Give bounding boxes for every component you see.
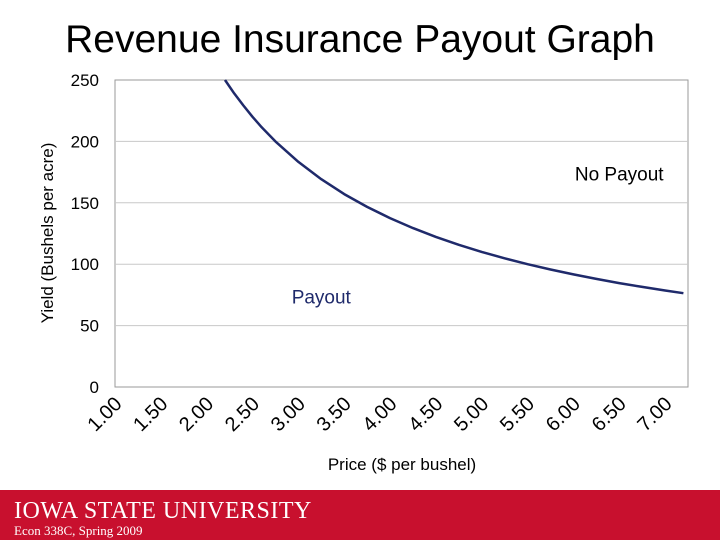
- y-axis-label: Yield (Bushels per acre): [38, 143, 57, 324]
- x-tick-label: 6.50: [588, 393, 631, 436]
- y-tick-label: 50: [80, 317, 99, 336]
- x-axis-label: Price ($ per bushel): [328, 455, 476, 474]
- x-tick-labels: 1.00 1.50 2.00 2.50 3.00 3.50 4.00 4.50 5.00 5.50…: [83, 393, 676, 436]
- grid-layer: [115, 140, 688, 327]
- x-tick-label: 7.00: [634, 393, 677, 436]
- x-tick-label: 2.00: [175, 393, 218, 436]
- slide-title: Revenue Insurance Payout Graph: [65, 18, 655, 61]
- footer-bar: IOWA STATE UNIVERSITY Econ 338C, Spring …: [0, 490, 720, 540]
- y-tick-label: 200: [71, 132, 99, 151]
- series-layer: [223, 79, 684, 295]
- plot-area: [114, 79, 689, 388]
- x-tick-label: 1.50: [129, 393, 172, 436]
- x-tick-label: 5.00: [450, 393, 493, 436]
- chart-svg: 0 50 100 150 200 250 1.00 1.50 2.00 2.50 3.00 3.50…: [38, 71, 689, 474]
- x-tick-label: 6.00: [542, 393, 585, 436]
- x-tick-label: 3.50: [313, 393, 356, 436]
- no-payout-label: No Payout: [575, 165, 664, 186]
- payout-threshold-curve: [223, 79, 684, 295]
- chart: 0 50 100 150 200 250 1.00 1.50 2.00 2.50 3.00 3.50…: [38, 71, 689, 474]
- x-tick-label: 4.50: [404, 393, 447, 436]
- x-tick-label: 4.00: [358, 393, 401, 436]
- y-tick-label: 0: [90, 378, 99, 397]
- university-logo-text: IOWA STATE UNIVERSITY: [14, 498, 312, 524]
- y-tick-label: 250: [71, 71, 99, 90]
- y-tick-labels: 0 50 100 150 200 250: [71, 71, 99, 397]
- payout-label: Payout: [292, 287, 352, 308]
- course-label: Econ 338C, Spring 2009: [14, 523, 143, 538]
- x-tick-label: 5.50: [496, 393, 539, 436]
- y-tick-label: 150: [71, 194, 99, 213]
- x-tick-label: 3.00: [267, 393, 310, 436]
- y-tick-label: 100: [71, 255, 99, 274]
- x-tick-label: 2.50: [221, 393, 264, 436]
- annotation-layer: No Payout Payout: [292, 165, 665, 309]
- x-tick-label: 1.00: [83, 393, 126, 436]
